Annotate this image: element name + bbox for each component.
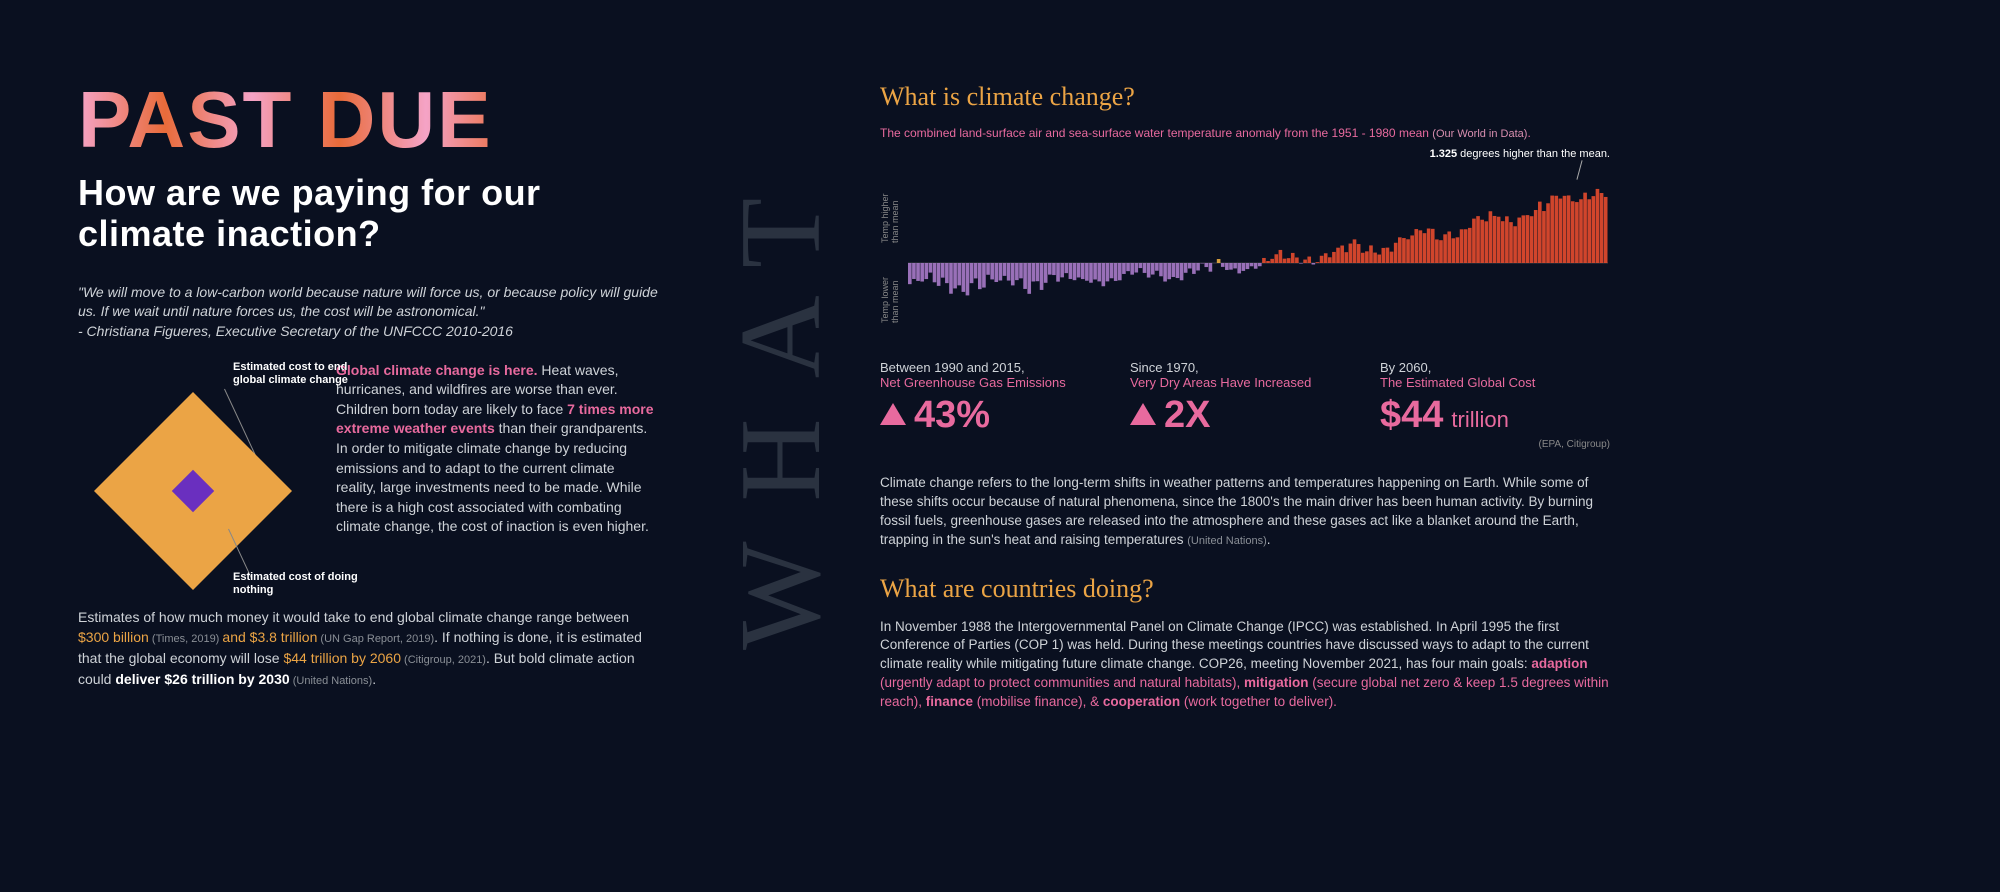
stat-sub: Net Greenhouse Gas Emissions [880,375,1110,390]
stat-sub: The Estimated Global Cost [1380,375,1610,390]
stat-value: 43% [880,394,1110,437]
cost-diamond-diagram: Estimated cost to end global climate cha… [78,361,308,591]
diamond-label-bottom: Estimated cost of doing nothing [233,571,363,597]
chart-svg-icon [908,168,1608,338]
countries-paragraph: In November 1988 the Intergovernmental P… [880,618,1610,712]
y-axis-upper-label: Temp higher than mean [880,183,900,243]
section-label-what: WHAT [715,158,847,650]
stat-lead: By 2060, [1380,360,1610,375]
heading-what-is: What is climate change? [880,82,1610,112]
climate-definition-paragraph: Climate change refers to the long-term s… [880,474,1610,550]
up-triangle-icon [880,403,906,425]
main-title: PAST DUE [78,80,658,160]
right-panel: What is climate change? The combined lan… [880,82,1610,712]
heading-countries: What are countries doing? [880,574,1610,604]
stat-lead: Between 1990 and 2015, [880,360,1110,375]
stat-cite: (EPA, Citigroup) [1380,439,1610,450]
stat-lead: Since 1970, [1130,360,1360,375]
stat-block: Since 1970,Very Dry Areas Have Increased… [1130,360,1360,450]
stat-sub: Very Dry Areas Have Increased [1130,375,1360,390]
quote: "We will move to a low-carbon world beca… [78,283,658,321]
temperature-anomaly-chart: 1.325 degrees higher than the mean. Temp… [880,148,1610,338]
y-axis-lower-label: Temp lower than mean [880,263,900,323]
lower-paragraph: Estimates of how much money it would tak… [78,607,658,690]
body-paragraph: Global climate change is here. Heat wave… [336,361,658,591]
left-panel: PAST DUE How are we paying for our clima… [78,80,658,690]
up-triangle-icon [1130,403,1156,425]
stat-value: $44trillion [1380,394,1610,437]
stats-row: Between 1990 and 2015,Net Greenhouse Gas… [880,360,1610,450]
stat-block: Between 1990 and 2015,Net Greenhouse Gas… [880,360,1110,450]
subtitle: How are we paying for our climate inacti… [78,172,658,255]
stat-value: 2X [1130,394,1360,437]
body-lead: Global climate change is here. [336,362,538,378]
diamond-label-top: Estimated cost to end global climate cha… [233,361,353,387]
chart-caption: The combined land-surface air and sea-su… [880,126,1610,140]
mid-row: Estimated cost to end global climate cha… [78,361,658,591]
stat-block: By 2060,The Estimated Global Cost $44tril… [1380,360,1610,450]
quote-attribution: - Christiana Figueres, Executive Secreta… [78,323,658,339]
